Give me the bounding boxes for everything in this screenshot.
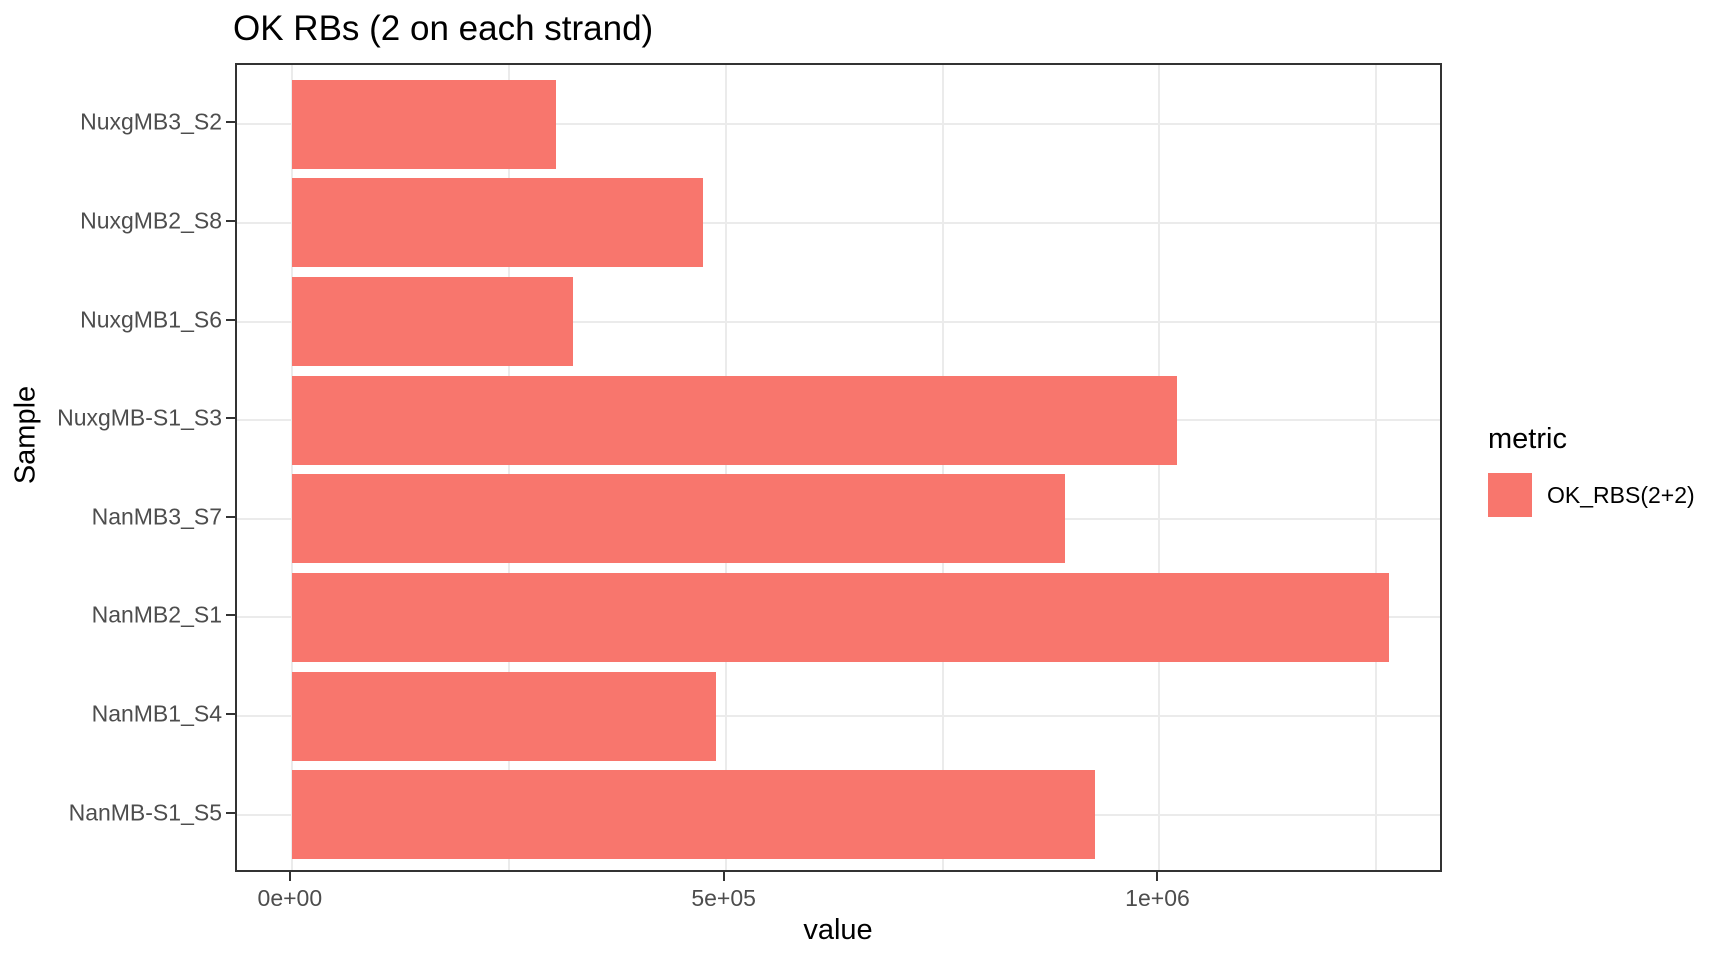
gridline-y-major — [237, 320, 1440, 323]
y-tick-label: NanMB2_S1 — [91, 601, 222, 628]
chart-title: OK RBs (2 on each strand) — [233, 9, 654, 48]
bar — [291, 178, 704, 268]
y-tick-label: NuxgMB-S1_S3 — [57, 404, 222, 431]
legend-title: metric — [1488, 423, 1567, 455]
x-axis-tick — [722, 872, 725, 881]
bar — [291, 572, 1389, 662]
bar — [291, 671, 717, 761]
gridline-x-major — [1158, 65, 1161, 870]
y-axis-tick — [226, 713, 235, 716]
x-axis-tick — [1156, 872, 1159, 881]
y-axis-tick — [226, 318, 235, 321]
bar — [291, 770, 1096, 860]
y-tick-label: NanMB1_S4 — [91, 700, 222, 727]
bar — [291, 277, 573, 366]
y-axis-tick — [226, 515, 235, 518]
y-axis-tick — [226, 417, 235, 420]
x-axis-title: value — [803, 914, 873, 946]
x-tick-label: 5e+05 — [691, 885, 756, 911]
legend-key: OK_RBS(2+2) — [1488, 473, 1695, 517]
plot-panel — [235, 63, 1442, 872]
y-axis-tick — [226, 614, 235, 617]
y-tick-label: NanMB3_S7 — [91, 503, 222, 530]
gridline-y-major — [237, 123, 1440, 126]
gridline-x-major — [290, 65, 293, 870]
legend-label: OK_RBS(2+2) — [1547, 481, 1695, 508]
x-tick-label: 0e+00 — [257, 885, 323, 911]
gridline-x-major — [724, 65, 727, 870]
gridline-x-minor — [507, 65, 510, 870]
y-tick-label: NuxgMB3_S2 — [80, 108, 222, 135]
x-tick-label: 1e+06 — [1125, 885, 1190, 911]
legend: metric OK_RBS(2+2) — [1488, 423, 1695, 517]
y-tick-label: NuxgMB2_S8 — [80, 207, 222, 234]
bar — [291, 375, 1177, 465]
y-axis-tick — [226, 219, 235, 222]
gridline-y-major — [237, 715, 1440, 718]
y-axis-tick — [226, 811, 235, 814]
x-axis-tick — [288, 872, 291, 881]
gridline-x-minor — [941, 65, 944, 870]
y-axis-title: Sample — [9, 385, 42, 485]
y-axis-tick — [226, 121, 235, 124]
legend-swatch — [1488, 473, 1532, 517]
y-tick-label: NanMB-S1_S5 — [68, 799, 222, 826]
gridline-x-minor — [1375, 65, 1378, 870]
y-tick-label: NuxgMB1_S6 — [80, 306, 222, 332]
bar — [291, 79, 557, 169]
bar — [291, 474, 1065, 564]
gridline-y-major — [237, 221, 1440, 224]
